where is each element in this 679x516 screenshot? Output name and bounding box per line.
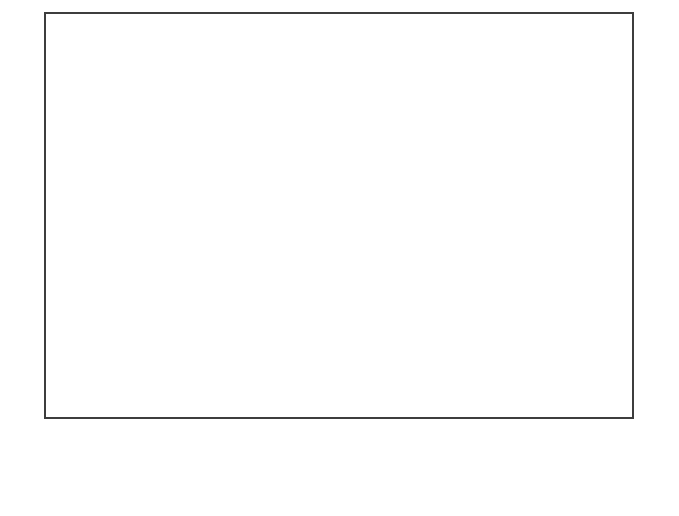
- caption-line-1: [10, 431, 672, 453]
- figure-caption: [10, 431, 672, 453]
- chart-border: [44, 12, 634, 419]
